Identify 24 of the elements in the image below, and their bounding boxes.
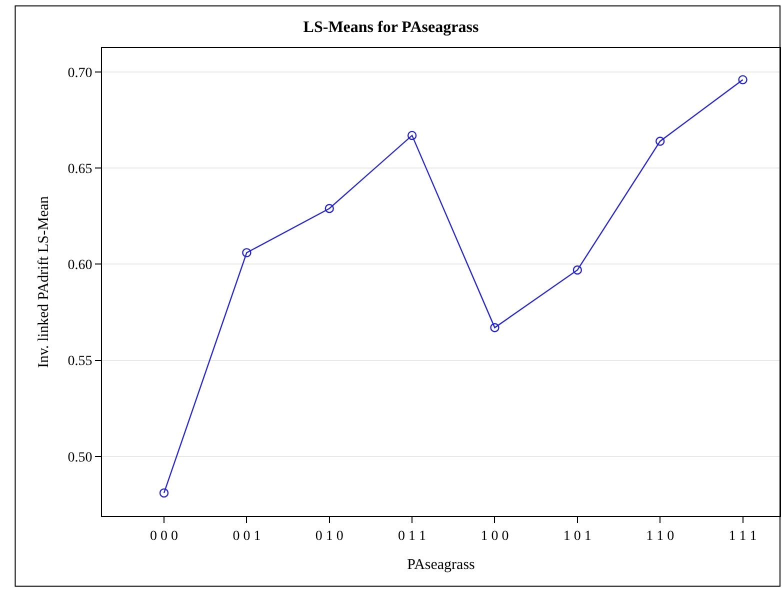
point <box>324 204 334 214</box>
x-tick-label: 1 0 0 <box>480 528 509 544</box>
point <box>572 265 582 275</box>
point <box>490 323 500 332</box>
point <box>159 488 169 498</box>
x-tick-label: 0 0 1 <box>232 528 261 544</box>
y-tick-label: 0.65 <box>68 162 92 178</box>
chart-title: LS-Means for PAseagrass <box>303 19 479 36</box>
y-tick-label: 0.55 <box>68 354 92 370</box>
x-tick-label: 1 1 1 <box>728 528 757 544</box>
x-tick-label: 0 1 1 <box>398 528 426 544</box>
x-tick-label: 0 1 0 <box>315 528 344 544</box>
point <box>407 130 417 140</box>
y-tick-label: 0.50 <box>68 450 92 466</box>
x-tick-label: 0 0 0 <box>150 528 178 544</box>
y-axis-title: Inv. linked PAdrift LS-Mean <box>36 196 52 368</box>
y-tick-label: 0.60 <box>68 258 92 274</box>
y-tick-label: 0.70 <box>68 66 92 81</box>
x-tick-label: 1 0 1 <box>563 528 592 544</box>
x-tick-label: 1 1 0 <box>646 528 674 544</box>
point <box>242 248 252 258</box>
x-axis-title: PAseagrass <box>407 556 476 573</box>
point <box>738 75 748 84</box>
point <box>656 136 665 146</box>
